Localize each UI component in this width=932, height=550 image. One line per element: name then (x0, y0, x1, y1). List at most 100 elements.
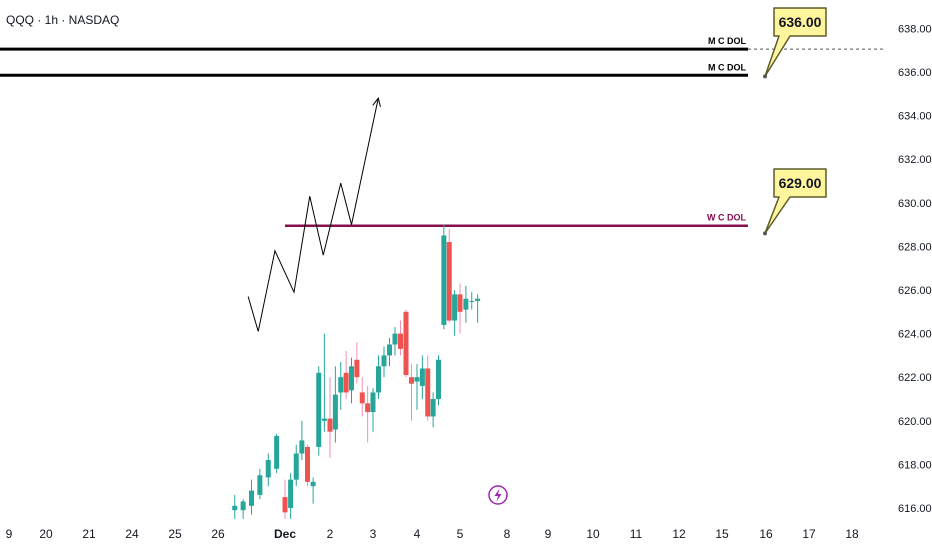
x-tick-label: 2 (327, 527, 334, 541)
x-tick-label: 25 (168, 527, 182, 541)
x-tick-label: 24 (125, 527, 139, 541)
y-tick-label: 632.00 (898, 154, 932, 166)
candle-body (249, 490, 254, 506)
candle (265, 453, 271, 487)
x-tick-label: 15 (715, 527, 729, 541)
x-tick-label: Dec (274, 527, 296, 541)
candle (398, 320, 403, 356)
candle-body (365, 403, 371, 413)
candle-body (469, 300, 475, 302)
candle-body (316, 372, 322, 447)
candle-body (430, 399, 436, 417)
candle-body (274, 436, 280, 469)
candle (370, 388, 376, 432)
candle (299, 420, 305, 461)
y-tick-label: 638.00 (898, 23, 932, 35)
y-tick-label: 624.00 (898, 329, 932, 341)
x-tick-label: 11 (630, 527, 643, 541)
price-callout-636: 636.00 (763, 7, 827, 79)
candle (365, 385, 371, 443)
candle (354, 342, 360, 384)
projection-arrowhead (372, 97, 381, 108)
x-tick-label: 18 (845, 527, 859, 541)
y-tick-label: 630.00 (898, 198, 932, 210)
price-callout-629: 629.00 (763, 168, 827, 236)
candle-body (463, 298, 469, 310)
candle (452, 290, 458, 336)
candle-body (452, 294, 458, 321)
candle (249, 479, 254, 515)
candle (419, 355, 425, 399)
x-tick-label: 26 (211, 527, 225, 541)
candle-body (387, 344, 392, 356)
x-tick-label: 8 (504, 527, 511, 541)
candle-body (288, 479, 294, 508)
candle (463, 285, 469, 323)
candle-body (409, 377, 414, 384)
candle-body (282, 497, 288, 513)
candle-body (446, 242, 452, 321)
candle (232, 494, 238, 519)
candle (409, 364, 414, 421)
candle-body (321, 418, 327, 421)
candle-body (425, 368, 431, 417)
y-tick-label: 626.00 (898, 285, 932, 297)
y-tick-label: 628.00 (898, 241, 932, 253)
candle (446, 228, 452, 323)
callout-anchor-dot (763, 74, 767, 79)
x-tick-label: 5 (457, 527, 464, 541)
candle (240, 499, 246, 519)
candle (338, 361, 344, 410)
candle-body (305, 446, 310, 482)
callout-box (764, 7, 827, 78)
candle-body (359, 392, 365, 404)
candle-body (343, 372, 349, 393)
y-tick-label: 634.00 (898, 111, 932, 123)
candle-body (265, 460, 271, 478)
candle-body (381, 355, 387, 367)
candle (332, 366, 338, 443)
candle-body (299, 440, 305, 454)
candle (359, 377, 365, 417)
candle-body (240, 501, 246, 511)
candle (414, 364, 420, 410)
candle (349, 357, 354, 404)
candle-body (327, 418, 333, 432)
candle (343, 351, 349, 399)
candle-body (457, 294, 463, 312)
x-tick-label: 17 (802, 527, 816, 541)
candle-body (370, 392, 376, 413)
lightning-bolt (494, 488, 502, 502)
x-tick-label: 21 (82, 527, 96, 541)
lightning-icon (488, 485, 508, 505)
callout-price: 636.00 (779, 14, 822, 30)
candle (288, 473, 294, 519)
y-tick-label: 618.00 (898, 459, 932, 471)
candle (305, 444, 310, 487)
candle-body (441, 235, 447, 325)
candle-body (354, 359, 360, 378)
candle-body (310, 481, 316, 487)
candle-body (403, 311, 409, 376)
candle (436, 355, 441, 406)
x-tick-label: 9 (6, 527, 13, 541)
candle-body (349, 366, 354, 391)
candle (293, 444, 299, 487)
candle (441, 224, 447, 330)
candle-body (338, 377, 344, 393)
callout-price: 629.00 (779, 175, 822, 191)
candle-body (293, 453, 299, 480)
candle (425, 355, 431, 421)
candle-body (436, 359, 441, 399)
y-tick-label: 622.00 (898, 372, 932, 384)
candle-body (475, 298, 481, 301)
candle (430, 392, 436, 428)
x-tick-label: 9 (545, 527, 552, 541)
x-tick-label: 3 (370, 527, 377, 541)
candle-body (257, 475, 263, 495)
candle (321, 333, 327, 432)
symbol-title: QQQ · 1h · NASDAQ (6, 13, 120, 27)
candle (274, 433, 280, 474)
candle-body (414, 377, 420, 382)
